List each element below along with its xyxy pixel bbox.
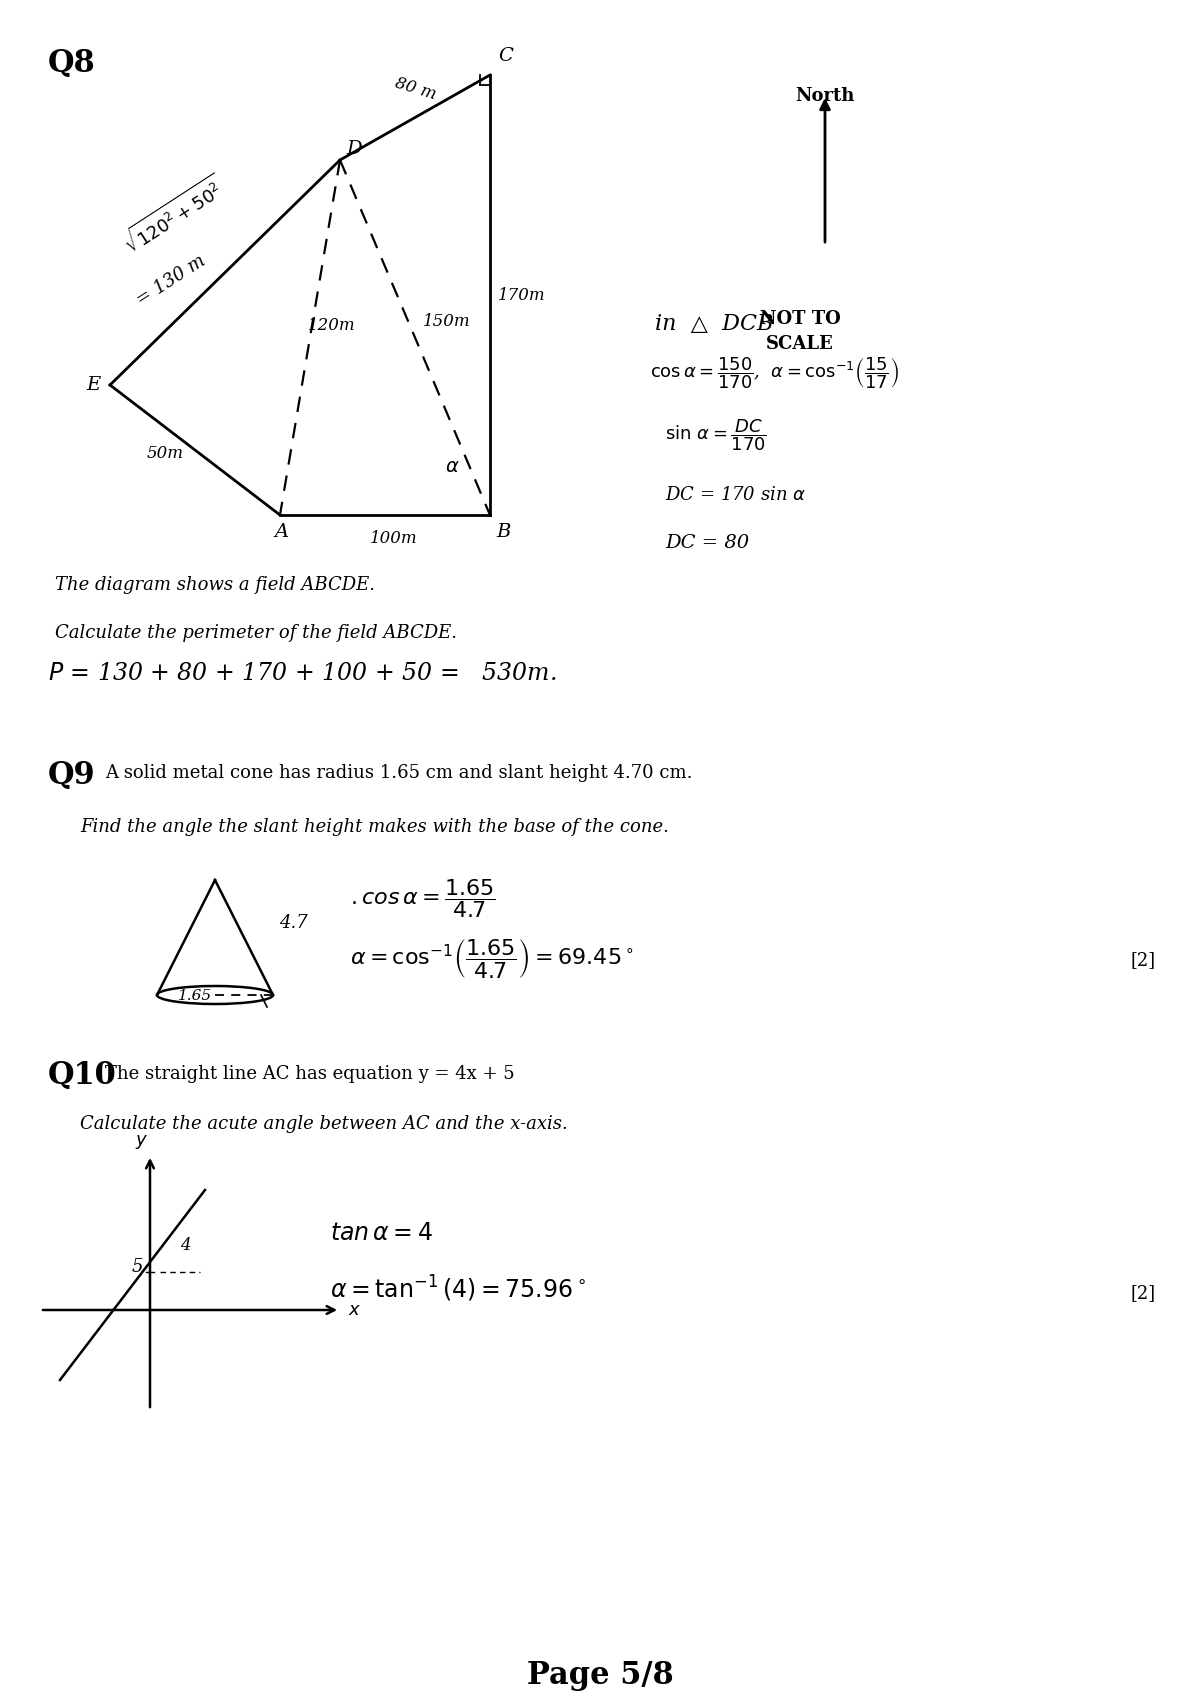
Text: [2]: [2]: [1130, 951, 1156, 968]
Text: 5: 5: [132, 1258, 144, 1275]
Text: 4.7: 4.7: [278, 914, 307, 931]
Text: $\cos\alpha = \dfrac{150}{170}$,  $\alpha = \cos^{-1}\!\left(\dfrac{15}{17}\righ: $\cos\alpha = \dfrac{150}{170}$, $\alpha…: [650, 356, 899, 392]
Text: $\it{tan}\,\alpha = 4$: $\it{tan}\,\alpha = 4$: [330, 1223, 433, 1245]
Text: $\alpha$: $\alpha$: [445, 458, 460, 477]
Text: $y$: $y$: [136, 1133, 149, 1152]
Text: $x$: $x$: [348, 1301, 361, 1319]
Text: $\it{P}$ = 130 + 80 + 170 + 100 + 50 =   530m.: $\it{P}$ = 130 + 80 + 170 + 100 + 50 = 5…: [48, 661, 557, 685]
Text: $\alpha = \tan^{-1}(4) = 75.96^\circ$: $\alpha = \tan^{-1}(4) = 75.96^\circ$: [330, 1274, 586, 1304]
Text: E: E: [86, 377, 101, 393]
Text: North: North: [796, 86, 854, 105]
Text: A: A: [274, 522, 288, 541]
Text: 100m: 100m: [370, 529, 418, 548]
Text: 80 m: 80 m: [394, 75, 438, 103]
Text: 170m: 170m: [498, 287, 546, 304]
Text: D: D: [346, 141, 361, 158]
Text: 4: 4: [180, 1236, 191, 1253]
Text: 150m: 150m: [424, 312, 470, 329]
Text: The diagram shows a field ABCDE.: The diagram shows a field ABCDE.: [55, 577, 374, 594]
Text: 50m: 50m: [148, 444, 184, 461]
Text: 120m: 120m: [308, 317, 355, 334]
Text: Find the angle the slant height makes with the base of the cone.: Find the angle the slant height makes wi…: [80, 817, 668, 836]
Text: DC = 170 sin $\alpha$: DC = 170 sin $\alpha$: [665, 487, 806, 504]
Text: $\sin\,\alpha = \dfrac{DC}{170}$: $\sin\,\alpha = \dfrac{DC}{170}$: [665, 417, 767, 453]
Text: B: B: [496, 522, 510, 541]
Text: Calculate the acute angle between AC and the x-axis.: Calculate the acute angle between AC and…: [80, 1114, 568, 1133]
Text: Q10: Q10: [48, 1060, 116, 1091]
Text: Q9: Q9: [48, 760, 96, 790]
Text: $.cos\,\alpha = \dfrac{1.65}{4.7}$: $.cos\,\alpha = \dfrac{1.65}{4.7}$: [350, 877, 496, 921]
Text: NOT TO
SCALE: NOT TO SCALE: [760, 310, 840, 353]
Text: Q8: Q8: [48, 47, 96, 80]
Text: $\sqrt{120^2+50^2}$: $\sqrt{120^2+50^2}$: [118, 173, 230, 259]
Text: in  △  DCB: in △ DCB: [655, 314, 773, 336]
Text: DC = 80: DC = 80: [665, 534, 749, 551]
Text: A solid metal cone has radius 1.65 cm and slant height 4.70 cm.: A solid metal cone has radius 1.65 cm an…: [106, 763, 692, 782]
Text: 1.65: 1.65: [178, 989, 212, 1002]
Text: [2]: [2]: [1130, 1284, 1156, 1303]
Text: The straight line AC has equation y = 4x + 5: The straight line AC has equation y = 4x…: [106, 1065, 515, 1084]
Text: Calculate the perimeter of the field ABCDE.: Calculate the perimeter of the field ABC…: [55, 624, 457, 643]
Text: = 130 m: = 130 m: [133, 251, 209, 309]
Text: C: C: [498, 47, 512, 64]
Text: $\alpha = \cos^{-1}\!\left(\dfrac{1.65}{4.7}\right) = 69.45^\circ$: $\alpha = \cos^{-1}\!\left(\dfrac{1.65}{…: [350, 938, 634, 980]
Text: Page 5/8: Page 5/8: [527, 1660, 673, 1691]
